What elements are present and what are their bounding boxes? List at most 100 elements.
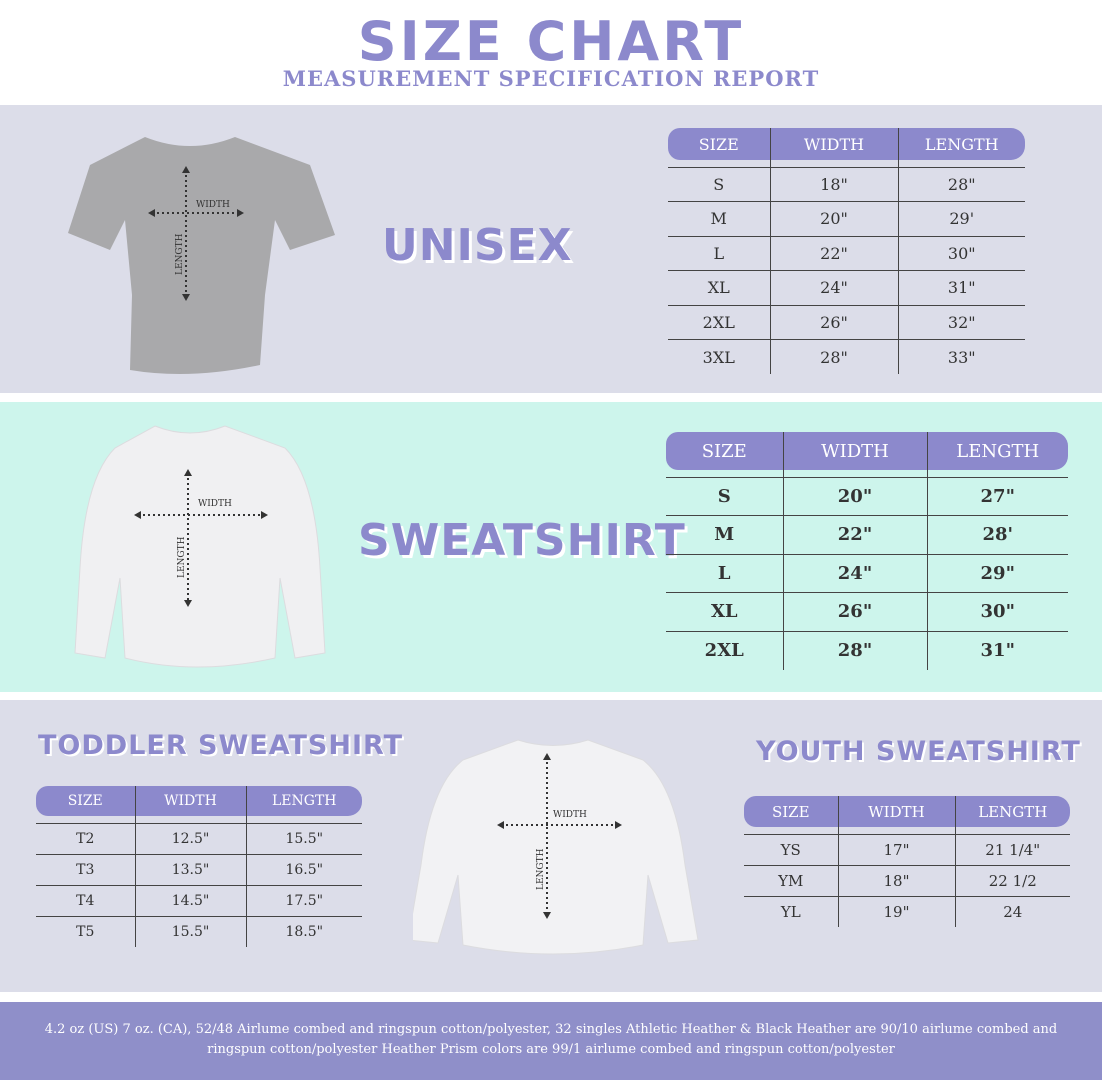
- youth-sweatshirt-diagram: WIDTH LENGTH: [413, 739, 699, 955]
- table-cell: S: [666, 476, 783, 516]
- table-cell: XL: [668, 270, 770, 305]
- table-cell: 28": [897, 166, 1025, 202]
- table-header-row: SIZE WIDTH LENGTH: [36, 786, 362, 816]
- table-cell: 30": [897, 235, 1025, 271]
- table-cell: 24": [769, 270, 898, 305]
- column-header: WIDTH: [769, 128, 898, 160]
- table-cell: 27": [926, 476, 1068, 516]
- table-cell: T2: [36, 822, 135, 854]
- table-cell: 15.5": [245, 822, 362, 854]
- table-row: S 18" 28": [668, 166, 1025, 202]
- column-header: WIDTH: [782, 432, 927, 470]
- table-cell: 28': [926, 515, 1068, 554]
- length-label: LENGTH: [175, 233, 185, 275]
- table-cell: 24": [782, 553, 927, 593]
- table-cell: YL: [744, 895, 838, 927]
- table-cell: S: [668, 166, 770, 202]
- column-header: SIZE: [744, 796, 838, 827]
- length-label: LENGTH: [536, 848, 546, 890]
- table-cell: 20": [782, 476, 927, 516]
- table-cell: T3: [36, 853, 135, 885]
- table-cell: YS: [744, 833, 838, 865]
- table-cell: 3XL: [668, 339, 770, 374]
- table-row: S 20" 27": [666, 476, 1068, 516]
- column-header: LENGTH: [245, 786, 362, 816]
- table-header-row: SIZE WIDTH LENGTH: [666, 432, 1068, 470]
- table-cell: L: [666, 553, 783, 593]
- table-cell: 32": [897, 304, 1025, 340]
- page-subtitle: MEASUREMENT SPECIFICATION REPORT: [282, 66, 820, 91]
- table-cell: 26": [782, 592, 927, 631]
- table-cell: 29": [926, 553, 1068, 593]
- table-row: M 22" 28': [666, 515, 1068, 554]
- column-header: WIDTH: [134, 786, 246, 816]
- table-cell: T4: [36, 884, 135, 916]
- table-row: YM 18" 22 1/2: [744, 864, 1070, 896]
- table-row: XL 26" 30": [666, 592, 1068, 631]
- page-title: SIZE CHART: [357, 10, 745, 73]
- table-cell: 22": [769, 235, 898, 271]
- table-header-row: SIZE WIDTH LENGTH: [668, 128, 1025, 160]
- tshirt-diagram: WIDTH LENGTH: [68, 137, 335, 374]
- column-header: SIZE: [668, 128, 770, 160]
- table-cell: 15.5": [134, 915, 246, 947]
- table-cell: 17.5": [245, 884, 362, 916]
- table-cell: 13.5": [134, 853, 246, 885]
- table-row: YS 17" 21 1/4": [744, 833, 1070, 865]
- table-cell: M: [666, 515, 783, 554]
- table-cell: 28": [769, 339, 898, 374]
- table-cell: L: [668, 235, 770, 271]
- table-cell: 31": [897, 270, 1025, 305]
- table-cell: 24: [954, 895, 1070, 927]
- table-cell: 22": [782, 515, 927, 554]
- table-cell: 26": [769, 304, 898, 340]
- width-label: WIDTH: [196, 200, 230, 210]
- youth-heading: YOUTH SWEATSHIRT: [756, 736, 1081, 767]
- table-cell: T5: [36, 915, 135, 947]
- table-row: T2 12.5" 15.5": [36, 822, 362, 854]
- table-cell: YM: [744, 864, 838, 896]
- column-header: LENGTH: [954, 796, 1070, 827]
- table-cell: 16.5": [245, 853, 362, 885]
- table-cell: 17": [837, 833, 955, 865]
- youth-size-table: SIZE WIDTH LENGTH YS 17" 21 1/4" YM 18" 22 1/2 YL…: [744, 796, 1070, 927]
- table-row: L 22" 30": [668, 235, 1025, 271]
- table-row: T5 15.5" 18.5": [36, 915, 362, 947]
- column-header: SIZE: [666, 432, 783, 470]
- table-cell: 19": [837, 895, 955, 927]
- unisex-heading: UNISEX: [382, 220, 573, 271]
- table-cell: 2XL: [668, 304, 770, 340]
- table-cell: 29': [897, 201, 1025, 236]
- sweatshirt-diagram: WIDTH LENGTH: [74, 425, 326, 668]
- table-row: M 20" 29': [668, 201, 1025, 236]
- table-cell: 12.5": [134, 822, 246, 854]
- table-cell: 31": [926, 630, 1068, 670]
- table-cell: 20": [769, 201, 898, 236]
- table-cell: 22 1/2: [954, 864, 1070, 896]
- fabric-details-footer: 4.2 oz (US) 7 oz. (CA), 52/48 Airlume co…: [0, 1002, 1102, 1080]
- table-cell: 2XL: [666, 630, 783, 670]
- sweatshirt-size-table: SIZE WIDTH LENGTH S 20" 27" M 22" 28' L 24" 29" XL 26…: [666, 432, 1068, 670]
- table-header-row: SIZE WIDTH LENGTH: [744, 796, 1070, 827]
- width-label: WIDTH: [553, 810, 587, 820]
- table-cell: XL: [666, 592, 783, 631]
- toddler-heading: TODDLER SWEATSHIRT: [38, 730, 404, 761]
- table-row: T4 14.5" 17.5": [36, 884, 362, 916]
- sweatshirt-heading: SWEATSHIRT: [358, 515, 686, 566]
- table-row: 2XL 28" 31": [666, 630, 1068, 670]
- table-cell: 33": [897, 339, 1025, 374]
- table-row: YL 19" 24: [744, 895, 1070, 927]
- table-cell: 21 1/4": [954, 833, 1070, 865]
- table-row: 2XL 26" 32": [668, 304, 1025, 340]
- column-header: LENGTH: [897, 128, 1025, 160]
- table-cell: 30": [926, 592, 1068, 631]
- column-header: SIZE: [36, 786, 135, 816]
- table-cell: 18.5": [245, 915, 362, 947]
- table-row: XL 24" 31": [668, 270, 1025, 305]
- width-label: WIDTH: [198, 499, 232, 509]
- toddler-size-table: SIZE WIDTH LENGTH T2 12.5" 15.5" T3 13.5" 16.5" T…: [36, 786, 362, 947]
- table-row: L 24" 29": [666, 553, 1068, 593]
- table-cell: 14.5": [134, 884, 246, 916]
- column-header: WIDTH: [837, 796, 955, 827]
- unisex-size-table: SIZE WIDTH LENGTH S 18" 28" M 20" 29' L 22" 30" XL 24…: [668, 128, 1025, 374]
